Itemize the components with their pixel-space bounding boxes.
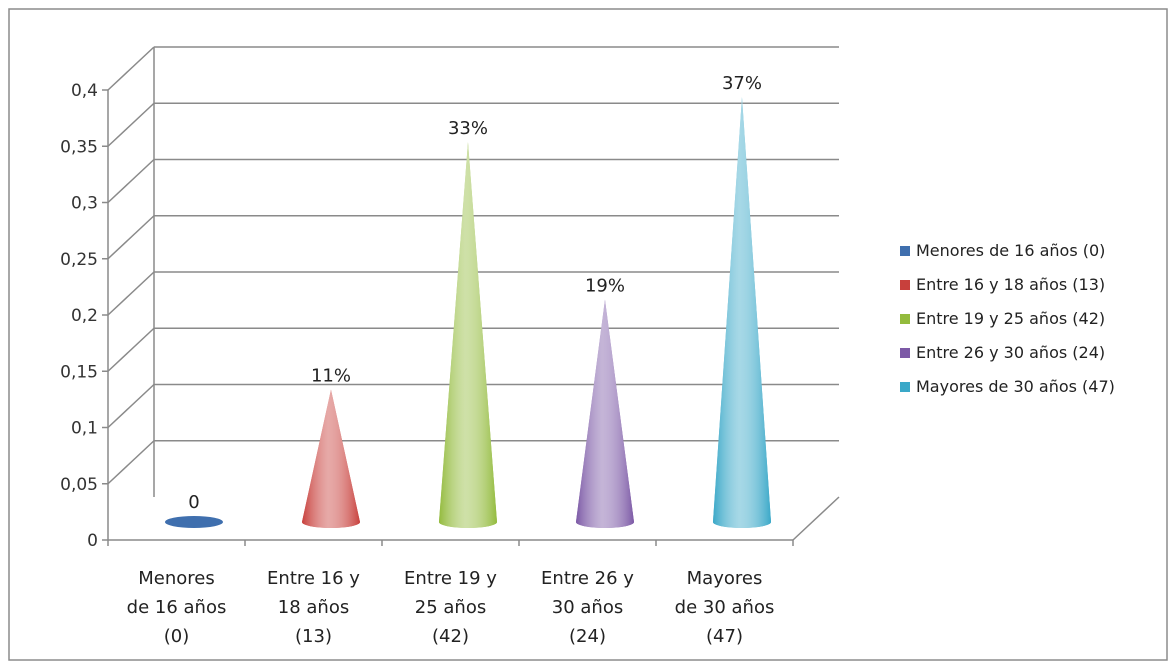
category-label: de 30 años (675, 597, 775, 618)
y-tick-label: 0,2 (71, 306, 98, 326)
chart-border (8, 8, 1168, 661)
cone-highlight (301, 389, 360, 528)
axes (102, 47, 840, 546)
category-label: de 16 años (127, 597, 227, 618)
wall-gridline (107, 215, 155, 260)
gridlines (107, 46, 839, 485)
legend-entry: Entre 19 y 25 años (42) (916, 309, 1105, 328)
wall-gridline (107, 383, 155, 429)
category-label: (42) (432, 626, 469, 647)
data-label: 37% (722, 73, 762, 94)
y-tick-label: 0,35 (60, 137, 98, 157)
cone-highlight (712, 97, 771, 528)
legend-entry: Menores de 16 años (0) (916, 241, 1105, 260)
legend-swatch (900, 280, 910, 290)
wall-gridline (107, 158, 155, 204)
category-label: (13) (295, 626, 332, 647)
category-label: (0) (164, 626, 190, 647)
wall-gridline (107, 271, 155, 316)
y-tick-label: 0,4 (71, 81, 98, 101)
cone-3 (575, 299, 634, 528)
cone-highlight (575, 299, 634, 528)
wall-gridline (107, 440, 155, 485)
category-label: Entre 19 y (404, 568, 497, 589)
cone-1 (301, 389, 360, 528)
y-tick-label: 0,05 (60, 475, 98, 495)
y-tick-label: 0,1 (71, 419, 98, 439)
category-label: 25 años (415, 597, 486, 618)
y-tick-label: 0,25 (60, 250, 98, 270)
category-label: (47) (706, 626, 743, 647)
legend-entry: Entre 26 y 30 años (24) (916, 343, 1105, 362)
category-label: 30 años (552, 597, 623, 618)
cone-0 (164, 516, 223, 528)
legend: Menores de 16 años (0) Entre 16 y 18 años… (900, 241, 1115, 396)
wall-gridline (107, 102, 155, 147)
wall-gridline (107, 46, 155, 91)
data-label: 0 (188, 492, 199, 513)
category-label: Mayores (687, 568, 763, 589)
category-label: Menores (138, 568, 214, 589)
category-label: 18 años (278, 597, 349, 618)
cone-2 (438, 142, 497, 528)
legend-swatch (900, 348, 910, 358)
legend-entry: Entre 16 y 18 años (13) (916, 275, 1105, 294)
cones (164, 97, 771, 528)
legend-swatch (900, 314, 910, 324)
cone-base-flat (164, 516, 223, 528)
floor-right-edge (792, 496, 840, 541)
legend-swatch (900, 246, 910, 256)
category-label: (24) (569, 626, 606, 647)
y-tick-label: 0,3 (71, 194, 98, 214)
category-label: Entre 26 y (541, 568, 634, 589)
wall-gridline (107, 327, 155, 372)
y-tick-label: 0,15 (60, 362, 98, 382)
data-label: 19% (585, 276, 625, 297)
y-tick-label: 0 (87, 531, 98, 551)
data-label: 11% (311, 366, 351, 387)
data-label: 33% (448, 118, 488, 139)
labels: 0 0,05 0,1 0,15 0,2 0,25 0,3 0,35 0,4 0 Menores de … (60, 73, 774, 647)
legend-entry: Mayores de 30 años (47) (916, 377, 1115, 396)
legend-swatch (900, 382, 910, 392)
category-label: Entre 16 y (267, 568, 360, 589)
cone-4 (712, 97, 771, 528)
cone-highlight (438, 142, 497, 528)
